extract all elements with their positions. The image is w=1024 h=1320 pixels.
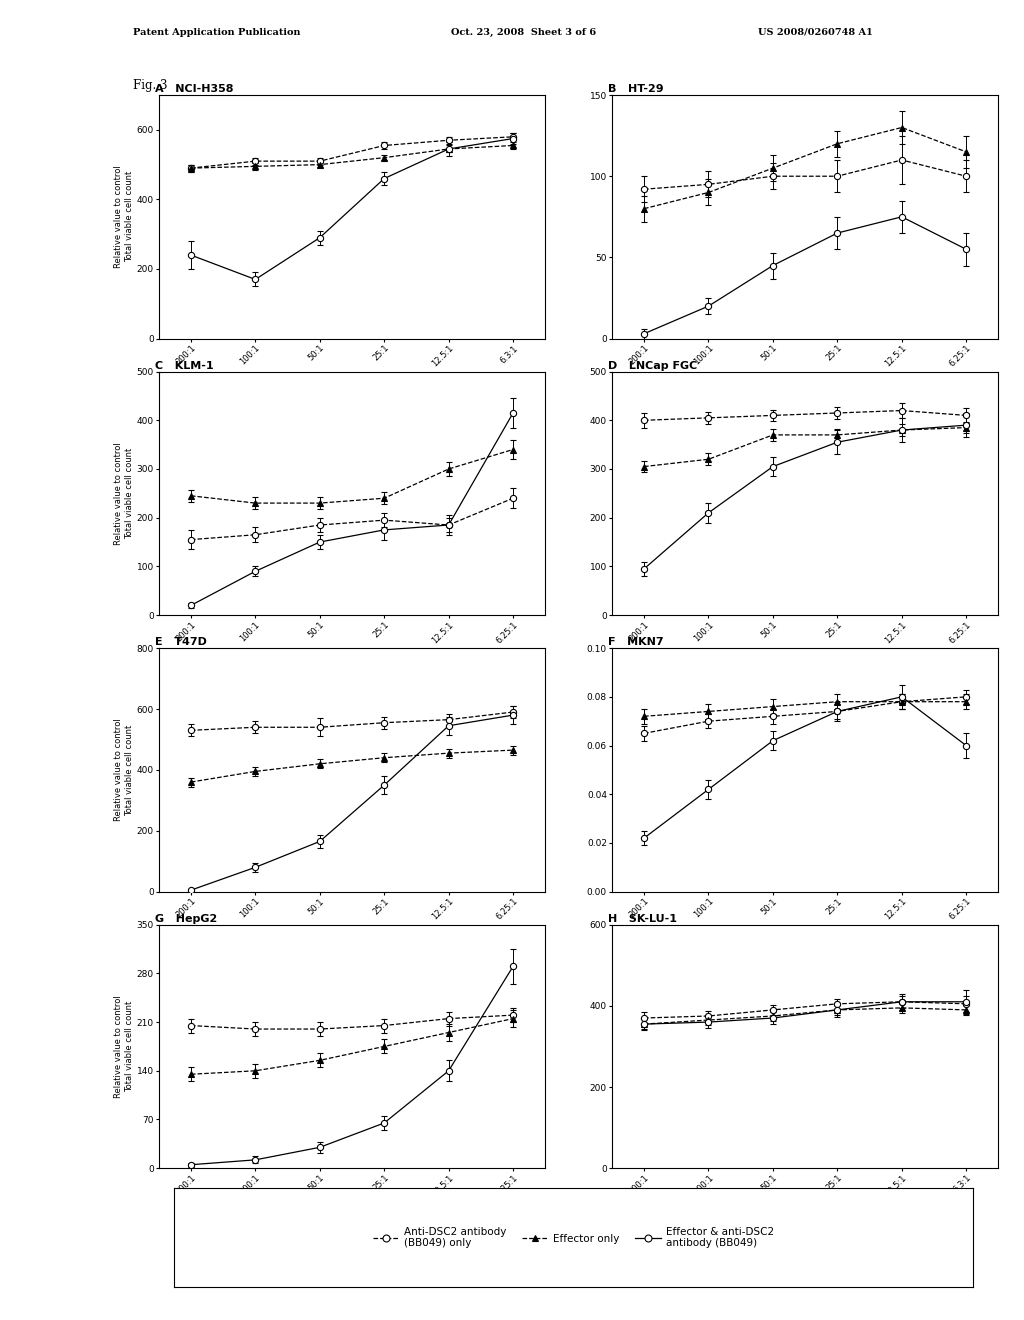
Text: Oct. 23, 2008  Sheet 3 of 6: Oct. 23, 2008 Sheet 3 of 6 — [451, 28, 596, 37]
Text: Patent Application Publication: Patent Application Publication — [133, 28, 301, 37]
Text: B   HT-29: B HT-29 — [608, 84, 664, 94]
Y-axis label: Relative value to control
Total viable cell count: Relative value to control Total viable c… — [115, 442, 134, 545]
Text: C   KLM-1: C KLM-1 — [155, 360, 213, 371]
Legend: Anti-DSC2 antibody
(BB049) only, Effector only, Effector & anti-DSC2
antibody (B: Anti-DSC2 antibody (BB049) only, Effecto… — [370, 1224, 777, 1251]
Text: H   SK-LU-1: H SK-LU-1 — [608, 913, 677, 924]
Text: G   HepG2: G HepG2 — [155, 913, 217, 924]
Text: F   MKN7: F MKN7 — [608, 638, 664, 647]
Text: E   T47D: E T47D — [155, 638, 207, 647]
X-axis label: Effector :Target ratio: Effector :Target ratio — [302, 1204, 402, 1213]
Text: US 2008/0260748 A1: US 2008/0260748 A1 — [758, 28, 872, 37]
Y-axis label: Relative value to control
Total viable cell count: Relative value to control Total viable c… — [115, 165, 134, 268]
Y-axis label: Relative value to control
Total viable cell count: Relative value to control Total viable c… — [115, 718, 134, 821]
Text: Fig. 3: Fig. 3 — [133, 79, 168, 92]
Text: D   LNCap FGC: D LNCap FGC — [608, 360, 697, 371]
X-axis label: Effector :Target ratio: Effector :Target ratio — [755, 1204, 855, 1213]
Y-axis label: Relative value to control
Total viable cell count: Relative value to control Total viable c… — [115, 995, 134, 1098]
Text: A   NCI-H358: A NCI-H358 — [155, 84, 233, 94]
